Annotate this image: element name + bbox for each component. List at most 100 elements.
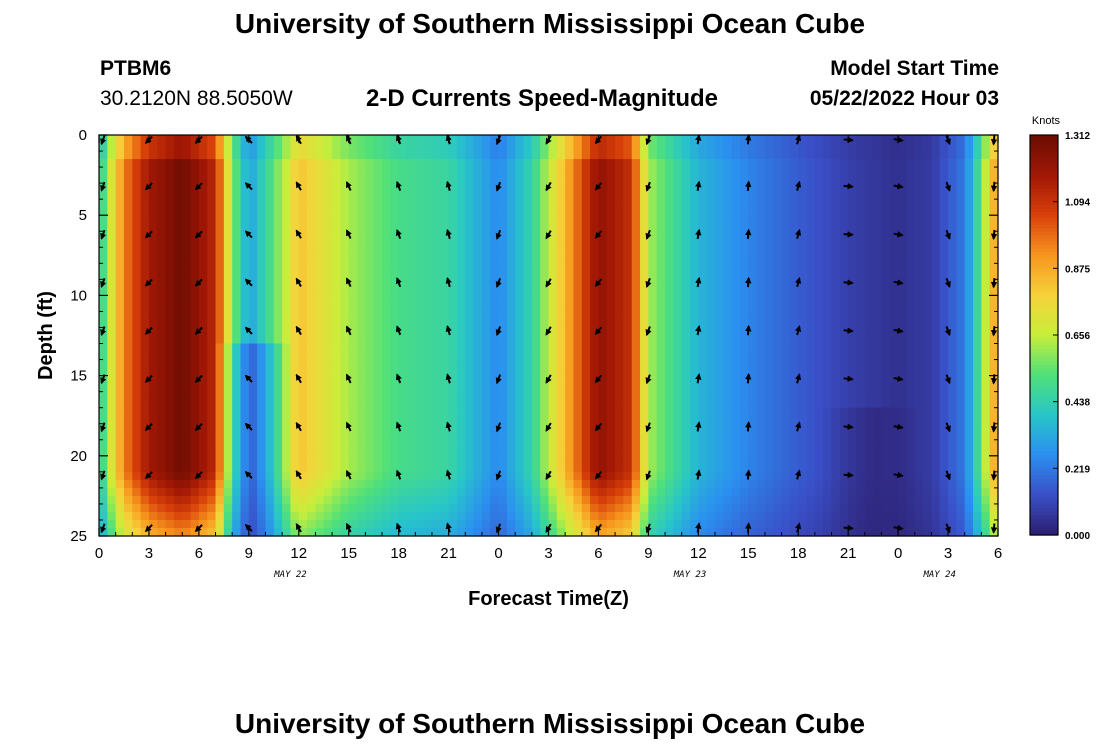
heat-cell [398,255,408,264]
heat-cell [606,287,616,296]
heat-cell [598,391,608,401]
heat-cell [606,519,616,529]
heat-cell [190,351,200,361]
heat-cell [99,159,108,168]
heat-cell [490,287,500,296]
heat-cell [690,135,699,144]
heat-cell [307,327,317,337]
heat-cell [623,311,633,321]
heat-cell [431,207,441,216]
heat-cell [332,303,341,313]
heat-cell [140,303,150,313]
heat-cell [698,351,708,361]
heat-cell [798,151,808,160]
heat-cell [690,231,699,240]
heat-cell [856,383,866,393]
heat-cell [157,247,167,256]
heat-cell [606,279,616,288]
heat-cell [640,215,649,224]
heat-cell [332,415,341,425]
heat-cell [690,167,699,176]
heat-cell [673,399,683,409]
heat-cell [190,415,200,425]
heat-cell [290,527,300,537]
heat-cell [456,519,466,529]
heat-cell [823,479,833,489]
heat-cell [240,367,250,377]
heat-cell [648,159,658,168]
heat-cell [173,175,183,184]
heat-cell [340,175,350,184]
heat-cell [864,167,874,176]
heat-cell [357,191,366,200]
heat-cell [864,463,874,473]
heat-cell [540,431,550,441]
heat-cell [856,231,866,240]
heat-cell [789,511,799,521]
heat-cell [906,279,916,288]
heat-cell [348,431,358,441]
heat-cell [132,143,142,152]
heat-cell [207,335,217,345]
heat-cell [398,271,408,280]
heat-cell [590,295,600,305]
heat-cell [523,175,533,184]
heat-cell [814,383,824,393]
heat-cell [257,183,267,192]
heat-cell [673,479,683,489]
heat-cell [440,351,450,361]
heat-cell [665,175,674,184]
heat-cell [290,399,300,409]
heat-cell [298,439,308,449]
heat-cell [881,295,891,305]
heat-cell [182,215,192,224]
heat-cell [531,423,541,433]
heat-cell [631,335,641,345]
heat-cell [823,151,833,160]
heat-cell [690,423,699,433]
heat-cell [831,527,841,537]
heat-cell [523,271,533,280]
heat-cell [107,503,117,513]
heat-cell [839,391,849,401]
heat-cell [498,135,508,144]
heat-cell [423,375,433,385]
heat-cell [848,399,858,409]
heat-cell [465,527,475,537]
heat-cell [398,471,408,481]
heat-cell [540,511,550,521]
heat-cell [190,199,200,208]
heat-cell [839,487,849,497]
heat-cell [756,495,766,505]
heat-cell [839,303,849,313]
heat-cell [814,255,824,264]
heat-cell [764,471,774,481]
heat-cell [215,375,225,385]
heat-cell [848,183,858,192]
heat-cell [565,495,575,505]
heat-cell [523,511,533,521]
heat-cell [540,199,550,208]
heat-cell [340,303,350,313]
heat-cell [390,199,400,208]
heat-cell [406,247,416,256]
heat-cell [731,447,741,457]
heat-cell [357,255,366,264]
heat-cell [506,471,516,481]
heat-cell [365,231,375,240]
heat-cell [531,463,541,473]
heat-cell [365,327,375,337]
heat-cell [190,359,200,369]
heat-cell [673,367,683,377]
heat-cell [640,479,649,489]
heat-cell [132,335,142,345]
heat-cell [273,455,283,465]
heat-cell [232,375,242,385]
heat-cell [731,439,741,449]
heat-cell [398,215,408,224]
heat-cell [665,503,674,513]
heat-cell [714,415,724,425]
heat-cell [240,415,250,425]
heat-cell [373,311,383,321]
heat-cell [132,415,142,425]
